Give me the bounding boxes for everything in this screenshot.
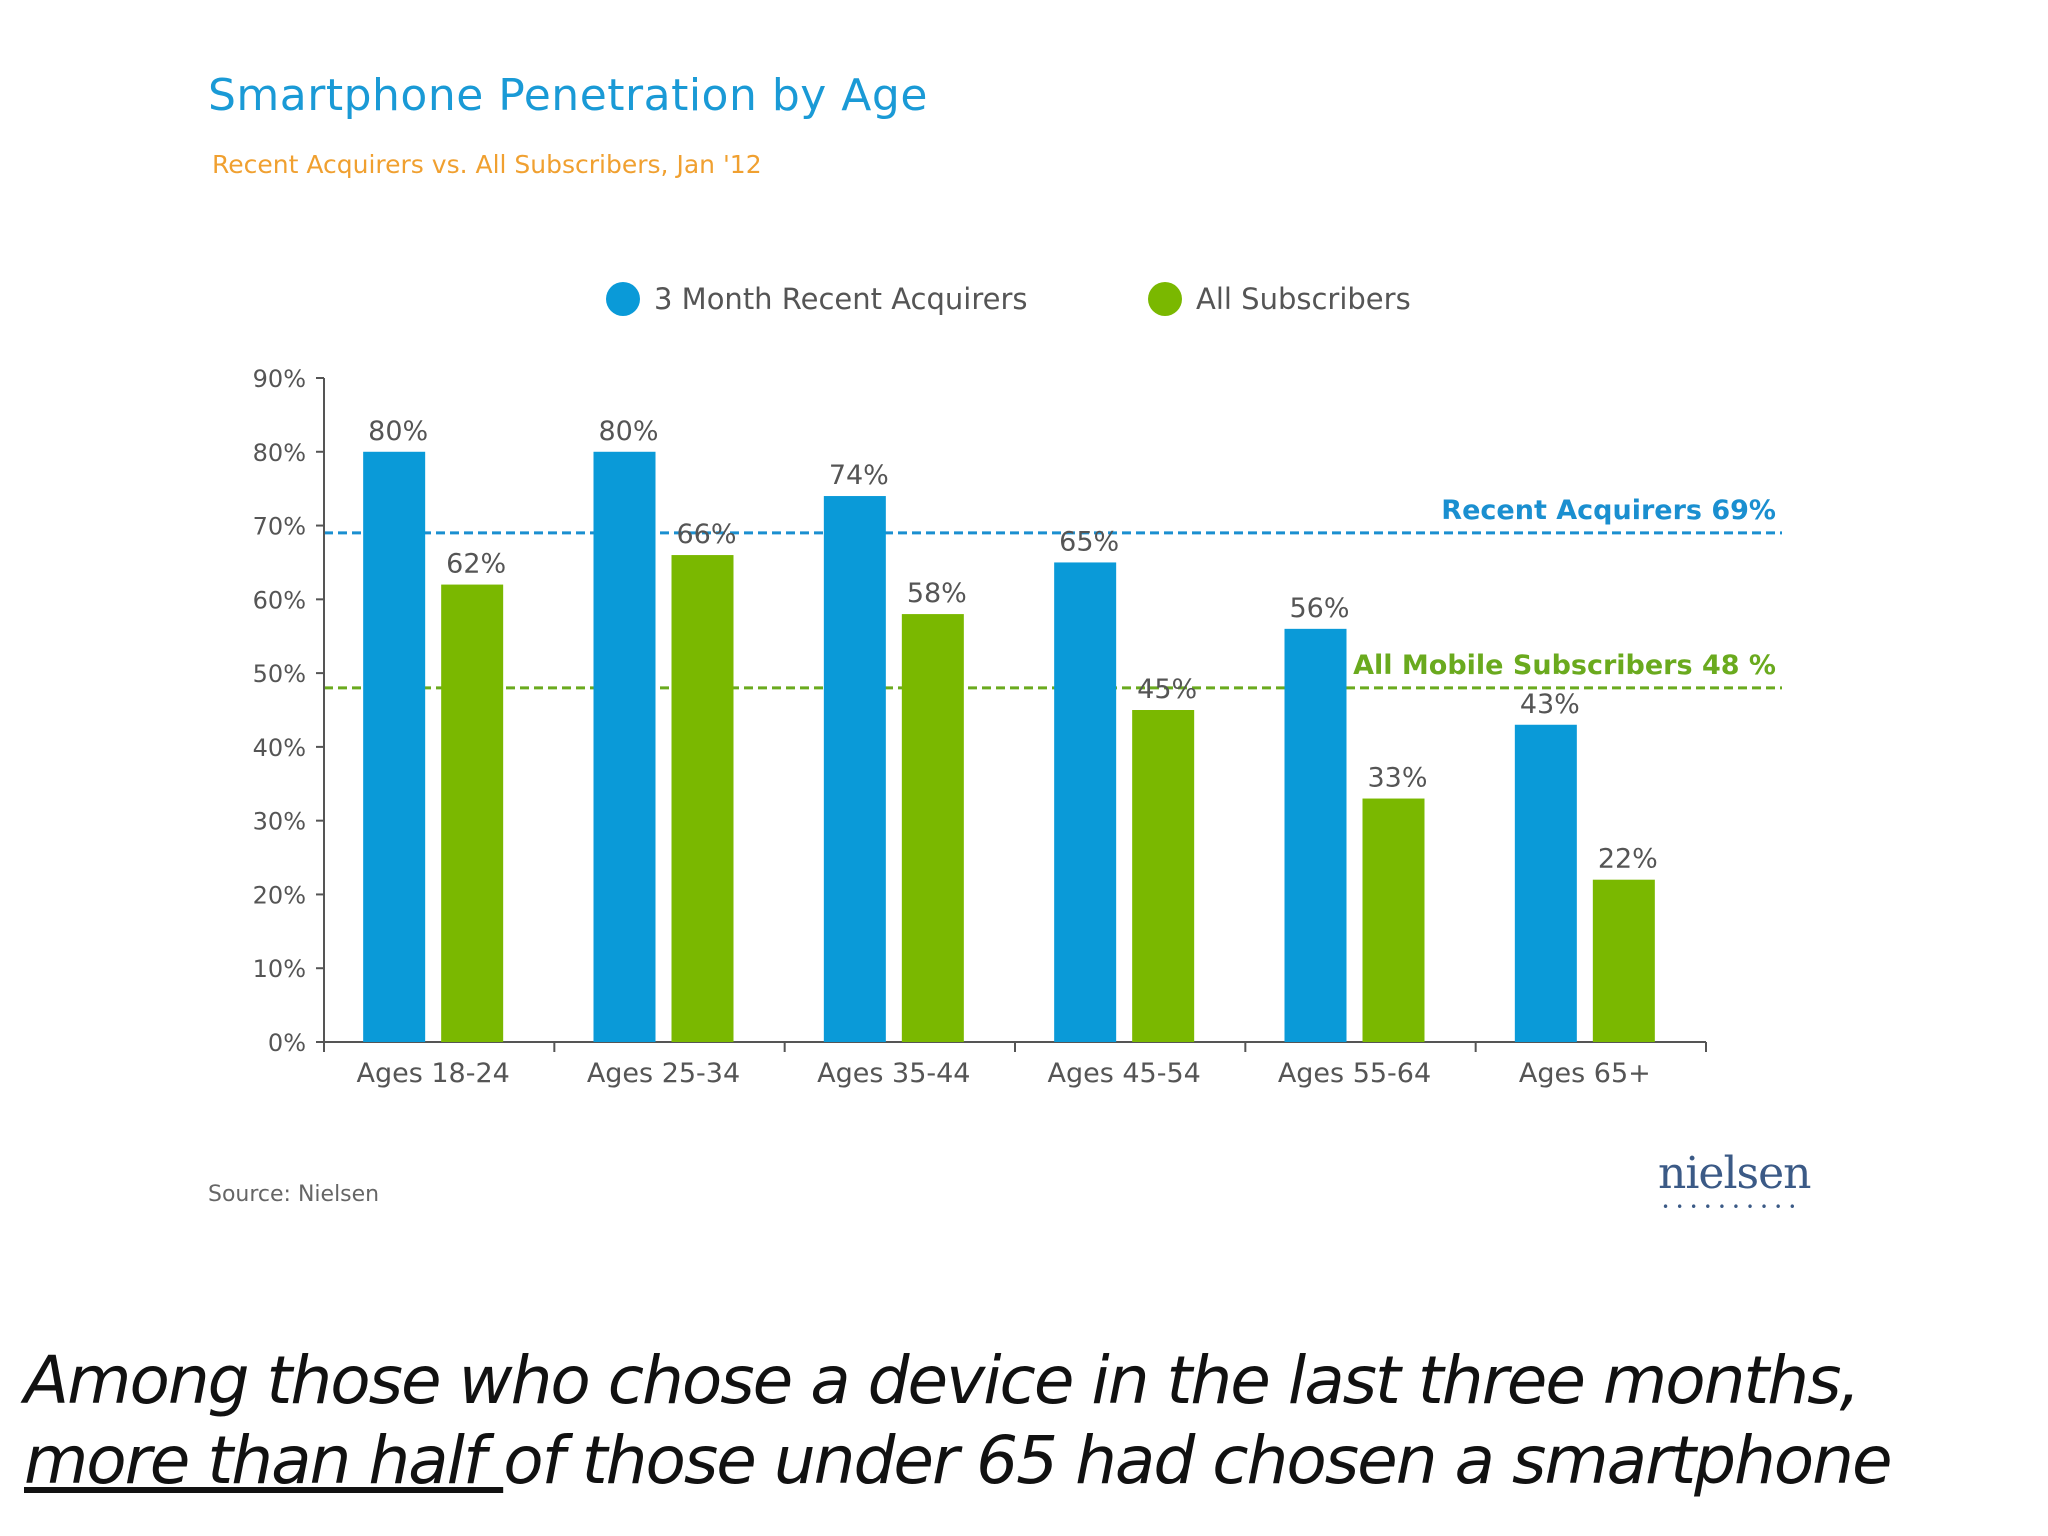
legend-swatch-recent bbox=[606, 282, 640, 316]
y-tick-label: 30% bbox=[253, 808, 306, 836]
bar-recent bbox=[823, 496, 886, 1042]
bar-all bbox=[441, 584, 504, 1042]
y-tick-label: 0% bbox=[268, 1029, 306, 1057]
y-tick-label: 40% bbox=[253, 734, 306, 762]
bar-all bbox=[671, 555, 734, 1042]
y-tick-label: 20% bbox=[253, 881, 306, 909]
data-label-all: 33% bbox=[1367, 763, 1427, 794]
bar-recent bbox=[1514, 724, 1577, 1042]
data-label-recent: 43% bbox=[1520, 689, 1580, 720]
bar-all bbox=[1592, 879, 1655, 1042]
x-tick-label: Ages 55-64 bbox=[1278, 1058, 1431, 1089]
legend-label-recent: 3 Month Recent Acquirers bbox=[654, 282, 1028, 316]
data-label-recent: 74% bbox=[829, 460, 889, 491]
bar-all bbox=[1362, 798, 1425, 1042]
bar-recent bbox=[1284, 628, 1347, 1042]
bar-recent bbox=[1054, 562, 1117, 1042]
bar-all bbox=[901, 614, 964, 1042]
y-tick-label: 60% bbox=[253, 586, 306, 614]
x-tick-label: Ages 45-54 bbox=[1048, 1058, 1201, 1089]
data-label-all: 45% bbox=[1137, 674, 1197, 705]
chart-title: Smartphone Penetration by Age bbox=[208, 70, 928, 121]
bar-recent bbox=[593, 451, 656, 1042]
caption-line-2: more than half of those under 65 had cho… bbox=[24, 1422, 1893, 1499]
data-label-all: 58% bbox=[907, 578, 967, 609]
y-tick-label: 70% bbox=[253, 513, 306, 541]
nielsen-logo-dots: •••••••••• bbox=[1662, 1200, 1803, 1214]
y-tick-label: 10% bbox=[253, 955, 306, 983]
y-tick-label: 80% bbox=[253, 439, 306, 467]
data-label-recent: 80% bbox=[598, 416, 658, 447]
data-label-all: 62% bbox=[446, 549, 506, 580]
data-label-recent: 65% bbox=[1059, 526, 1119, 557]
data-label-all: 22% bbox=[1598, 844, 1658, 875]
nielsen-logo: nielsen bbox=[1658, 1148, 1811, 1199]
x-tick-label: Ages 25-34 bbox=[587, 1058, 740, 1089]
x-tick-label: Ages 18-24 bbox=[357, 1058, 510, 1089]
data-label-all: 66% bbox=[676, 519, 736, 550]
caption-line-1: Among those who chose a device in the la… bbox=[24, 1342, 1860, 1419]
bar-all bbox=[1132, 710, 1195, 1042]
y-tick-label: 50% bbox=[253, 660, 306, 688]
x-tick-label: Ages 35-44 bbox=[817, 1058, 970, 1089]
legend-item-recent: 3 Month Recent Acquirers bbox=[606, 282, 1028, 316]
legend-label-all: All Subscribers bbox=[1196, 282, 1411, 316]
reference-line-label-0: Recent Acquirers 69% bbox=[1441, 495, 1776, 526]
reference-line-label-1: All Mobile Subscribers 48 % bbox=[1353, 650, 1776, 681]
data-label-recent: 56% bbox=[1289, 593, 1349, 624]
caption-line-2-rest: of those under 65 had chosen a smartphon… bbox=[503, 1422, 1892, 1499]
x-tick-label: Ages 65+ bbox=[1519, 1058, 1651, 1089]
bar-recent bbox=[363, 451, 426, 1042]
y-tick-label: 90% bbox=[253, 365, 306, 393]
legend-item-all: All Subscribers bbox=[1148, 282, 1411, 316]
data-label-recent: 80% bbox=[368, 416, 428, 447]
legend-swatch-all bbox=[1148, 282, 1182, 316]
caption-underlined-phrase: more than half bbox=[24, 1422, 504, 1499]
source-note: Source: Nielsen bbox=[208, 1182, 380, 1207]
chart-subtitle: Recent Acquirers vs. All Subscribers, Ja… bbox=[212, 150, 762, 179]
